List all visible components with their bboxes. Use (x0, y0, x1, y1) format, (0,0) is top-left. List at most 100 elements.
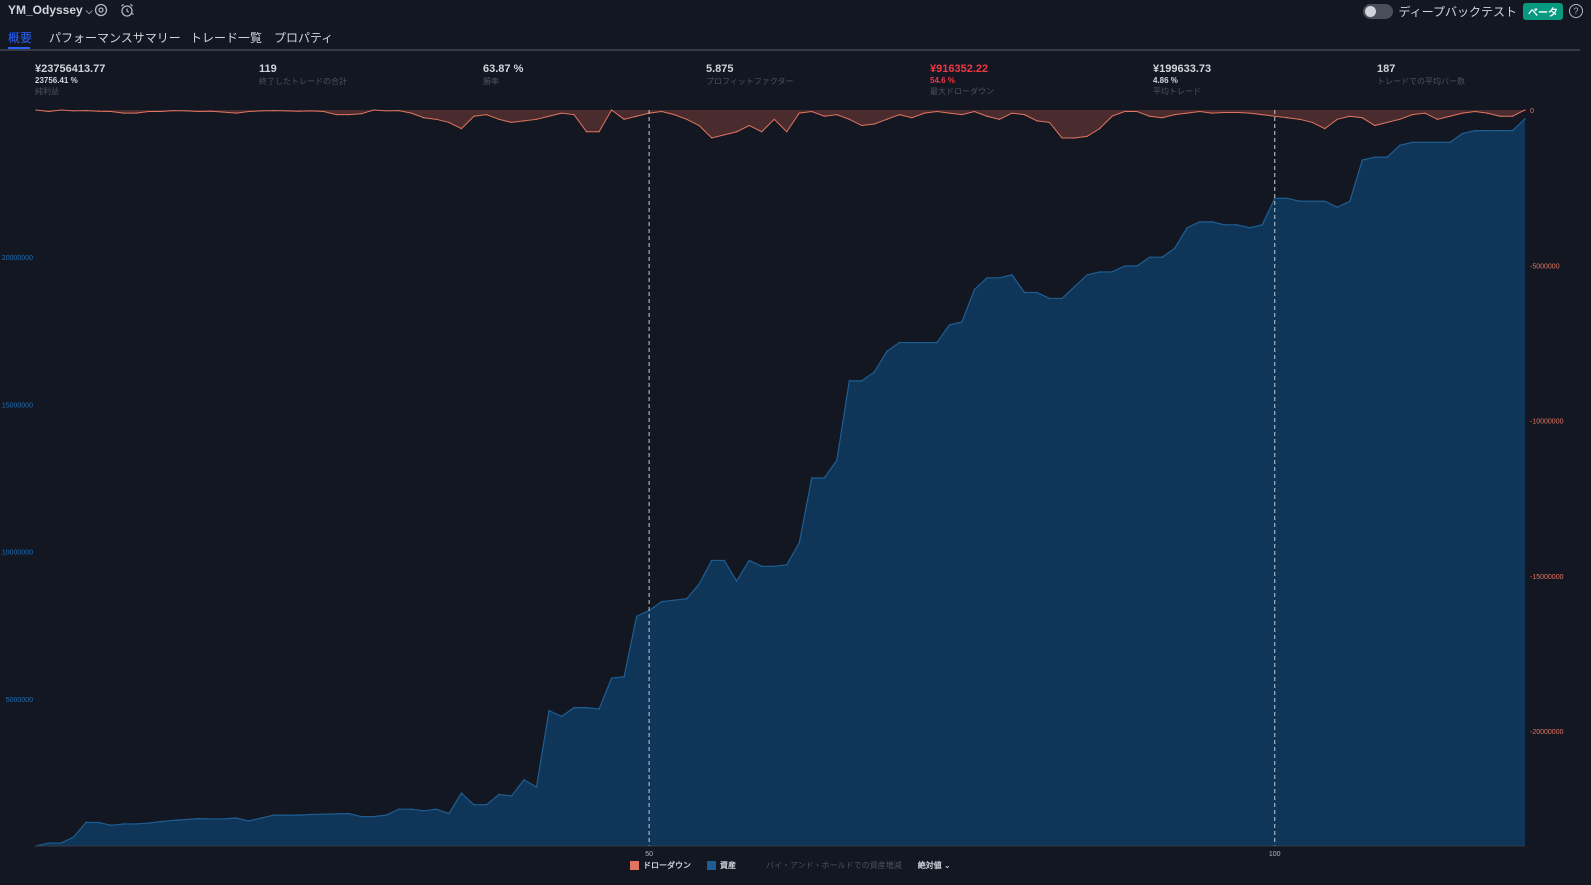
equity-point (247, 820, 250, 822)
metric-average-trade: ¥199633.73 4.86 % 平均トレード (1153, 63, 1211, 97)
drawdown-point (961, 114, 963, 116)
drawdown-point (1486, 112, 1489, 114)
drawdown-point (1149, 115, 1151, 117)
equity-point (1061, 297, 1063, 300)
equity-point (873, 371, 876, 373)
top-bar: YM_Odyssey ⌵ ディープバックテスト ベータ ? (0, 0, 1591, 22)
scale-mode-dropdown[interactable]: 絶対値 ⌄ (918, 860, 951, 871)
metric-value: 119 (259, 63, 277, 75)
help-icon[interactable]: ? (1569, 4, 1583, 18)
equity-point (735, 580, 738, 582)
drawdown-point (1461, 112, 1464, 114)
equity-point (998, 277, 1001, 279)
chevron-down-icon: ⌄ (943, 860, 951, 870)
drawdown-point (348, 114, 350, 116)
drawdown-point (1524, 109, 1526, 111)
tab-overview[interactable]: 概要 (8, 31, 33, 45)
drawdown-point (610, 109, 613, 111)
equity-drawdown-chart[interactable]: 50 100 5000000 10000000 15000000 20000000 0 -50… (0, 100, 1591, 860)
equity-point (1036, 291, 1038, 294)
equity-point (1098, 271, 1101, 273)
drawdown-point (1036, 120, 1038, 122)
legend-swatch-equity (707, 860, 716, 870)
equity-point (498, 793, 500, 796)
drawdown-point (1123, 110, 1126, 113)
equity-point (1111, 271, 1113, 273)
equity-point (698, 583, 700, 585)
equity-point (460, 792, 463, 794)
equity-point (723, 559, 725, 562)
tab-bar: 概要 パフォーマンスサマリー トレード一覧 プロパティ (0, 26, 1580, 51)
tab-trade-list[interactable]: トレード一覧 (190, 31, 263, 45)
equity-point (535, 786, 538, 788)
drawdown-point (686, 118, 688, 120)
equity-point (222, 818, 225, 820)
strategy-selector[interactable]: YM_Odyssey ⌵ (8, 3, 93, 17)
equity-point (1136, 265, 1138, 267)
equity-point (573, 706, 575, 709)
settings-icon[interactable] (93, 2, 109, 18)
equity-point (1286, 197, 1289, 200)
drawdown-point (898, 114, 900, 116)
drawdown-point (160, 110, 162, 113)
drawdown-point (973, 110, 976, 113)
left-axis-tick-label: 10000000 (2, 550, 33, 557)
equity-point (660, 600, 663, 603)
metric-value: ¥916352.22 (930, 63, 989, 75)
equity-point (898, 341, 901, 344)
drawdown-point (1261, 114, 1263, 116)
alarm-clock-icon[interactable] (119, 2, 135, 18)
drawdown-point (886, 118, 888, 120)
equity-point (1298, 200, 1301, 203)
drawdown-point (97, 110, 100, 112)
equity-point (1499, 129, 1501, 132)
equity-point (1086, 274, 1088, 276)
vertical-markers (648, 110, 1276, 846)
drawdown-point (1186, 112, 1188, 114)
tab-performance-summary[interactable]: パフォーマンスサマリー (49, 31, 181, 45)
drawdown-point (235, 112, 237, 114)
equity-point (973, 288, 976, 291)
equity-point (861, 380, 863, 382)
metric-value: ¥199633.73 (1153, 63, 1212, 75)
drawdown-point (285, 110, 287, 112)
drawdown-point (47, 110, 50, 113)
equity-line (35, 118, 1526, 847)
equity-series (35, 118, 1526, 847)
equity-point (85, 821, 87, 824)
drawdown-point (173, 110, 175, 112)
metric-win-rate: 63.87 % 勝率 (483, 63, 523, 87)
drawdown-point (761, 131, 763, 133)
drawdown-point (1349, 115, 1351, 117)
legend-item-equity[interactable]: 資産 (707, 860, 736, 871)
equity-point (1323, 200, 1326, 203)
equity-point (1186, 226, 1188, 229)
drawdown-point (135, 112, 137, 114)
drawdown-point (1199, 110, 1201, 113)
drawdown-point (873, 123, 875, 125)
drawdown-point (498, 118, 500, 120)
equity-point (1248, 226, 1251, 229)
equity-point (1449, 141, 1451, 144)
equity-point (1336, 206, 1339, 208)
equity-point (172, 819, 175, 822)
tab-properties[interactable]: プロパティ (274, 31, 334, 45)
equity-point (548, 709, 550, 712)
drawdown-line (35, 109, 1526, 139)
legend-item-buy-hold[interactable]: バイ・アンド・ホールドでの資産増減 (766, 860, 902, 870)
drawdown-point (848, 118, 850, 120)
drawdown-point (623, 118, 625, 120)
drawdown-point (1399, 118, 1401, 120)
equity-point (510, 795, 513, 797)
drawdown-point (1086, 135, 1088, 137)
drawdown-point (485, 114, 488, 116)
equity-point (310, 813, 313, 816)
legend-item-drawdown[interactable]: ドローダウン (630, 860, 691, 871)
right-axis-tick-label: -15000000 (1530, 574, 1564, 581)
equity-point (1436, 141, 1439, 144)
drawdown-point (1236, 111, 1238, 114)
equity-point (748, 559, 751, 562)
equity-point (1123, 265, 1126, 267)
deep-backtest-toggle[interactable] (1362, 3, 1393, 19)
drawdown-series (35, 109, 1526, 139)
